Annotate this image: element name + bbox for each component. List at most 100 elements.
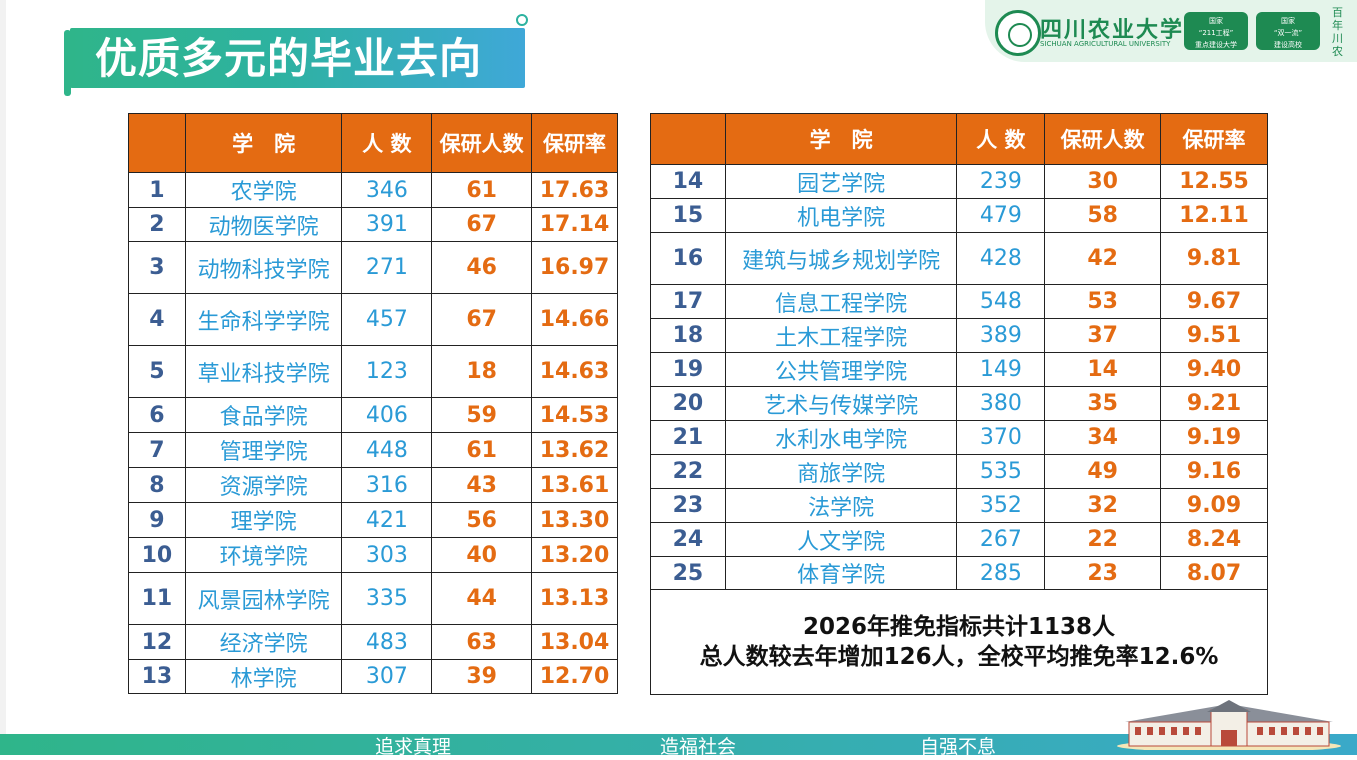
college-name: 管理学院 (184, 432, 343, 468)
university-seal-icon (995, 10, 1041, 56)
table-row: 8 资源学院 316 43 13.61 (128, 467, 618, 503)
header-college: 学 院 (724, 113, 958, 165)
row-index: 12 (128, 624, 186, 660)
table-row: 3 动物科技学院 271 46 16.97 (128, 241, 618, 294)
college-name: 机电学院 (724, 198, 958, 233)
student-count: 335 (341, 572, 433, 625)
recommended-count: 40 (431, 537, 532, 573)
recommendation-rate: 14.66 (531, 293, 618, 346)
table-row: 25 体育学院 285 23 8.07 (650, 556, 1268, 590)
slogan-3: 自强不息 (920, 736, 997, 758)
student-count: 370 (956, 420, 1046, 455)
college-name: 动物医学院 (184, 207, 343, 242)
college-name: 林学院 (184, 659, 343, 694)
table-row: 19 公共管理学院 149 14 9.40 (650, 352, 1268, 387)
college-name: 人文学院 (724, 522, 958, 557)
recommended-count: 39 (431, 659, 532, 694)
row-index: 9 (128, 502, 186, 538)
table-row: 15 机电学院 479 58 12.11 (650, 198, 1268, 233)
recommendation-rate: 9.09 (1160, 488, 1268, 523)
table-row: 7 管理学院 448 61 13.62 (128, 432, 618, 468)
student-count: 123 (341, 345, 433, 398)
header-rate: 保研率 (531, 113, 618, 173)
title-accent-bar (64, 30, 71, 96)
recommendation-rate: 12.70 (531, 659, 618, 694)
row-index: 10 (128, 537, 186, 573)
table-row: 16 建筑与城乡规划学院 428 42 9.81 (650, 232, 1268, 285)
table-row: 23 法学院 352 32 9.09 (650, 488, 1268, 523)
row-index: 17 (650, 284, 726, 319)
student-count: 380 (956, 386, 1046, 421)
row-index: 21 (650, 420, 726, 455)
row-index: 2 (128, 207, 186, 242)
page-edge (0, 0, 6, 755)
row-index: 25 (650, 556, 726, 590)
row-index: 23 (650, 488, 726, 523)
table-row: 20 艺术与传媒学院 380 35 9.21 (650, 386, 1268, 421)
table-row: 9 理学院 421 56 13.30 (128, 502, 618, 538)
recommended-count: 42 (1044, 232, 1162, 285)
title-banner (70, 28, 525, 88)
slogan-2: 造福社会 (660, 736, 737, 758)
college-name: 公共管理学院 (724, 352, 958, 387)
table-row: 1 农学院 346 61 17.63 (128, 172, 618, 208)
student-count: 406 (341, 397, 433, 433)
recommended-count: 44 (431, 572, 532, 625)
row-index: 15 (650, 198, 726, 233)
recommendation-rate: 9.67 (1160, 284, 1268, 319)
college-name: 水利水电学院 (724, 420, 958, 455)
row-index: 6 (128, 397, 186, 433)
recommended-count: 34 (1044, 420, 1162, 455)
student-count: 457 (341, 293, 433, 346)
row-index: 18 (650, 318, 726, 353)
recommendation-rate: 13.04 (531, 624, 618, 660)
recommended-count: 63 (431, 624, 532, 660)
university-english-name: SICHUAN AGRICULTURAL UNIVERSITY (1040, 40, 1171, 48)
university-name: 四川农业大学 (1040, 17, 1185, 43)
student-count: 479 (956, 198, 1046, 233)
row-index: 1 (128, 172, 186, 208)
recommended-count: 35 (1044, 386, 1162, 421)
recommendation-rate: 14.53 (531, 397, 618, 433)
recommended-count: 46 (431, 241, 532, 294)
college-name: 信息工程学院 (724, 284, 958, 319)
student-count: 149 (956, 352, 1046, 387)
campus-building-icon (1117, 700, 1341, 750)
student-count: 389 (956, 318, 1046, 353)
recommendation-rate: 13.61 (531, 467, 618, 503)
table-row: 24 人文学院 267 22 8.24 (650, 522, 1268, 557)
row-index: 16 (650, 232, 726, 285)
recommended-count: 61 (431, 172, 532, 208)
page-title: 优质多元的毕业去向 (95, 34, 483, 83)
recommended-count: 30 (1044, 164, 1162, 199)
header-count: 人 数 (341, 113, 433, 173)
recommended-count: 53 (1044, 284, 1162, 319)
table-row: 11 风景园林学院 335 44 13.13 (128, 572, 618, 625)
recommendation-rate: 8.24 (1160, 522, 1268, 557)
student-count: 303 (341, 537, 433, 573)
row-index: 19 (650, 352, 726, 387)
badge-double-first-class: 国家 “双一流” 建设高校 (1256, 12, 1320, 50)
row-index: 7 (128, 432, 186, 468)
recommendation-rate: 9.21 (1160, 386, 1268, 421)
footer-bar (0, 734, 1357, 755)
row-index: 24 (650, 522, 726, 557)
student-count: 267 (956, 522, 1046, 557)
student-count: 483 (341, 624, 433, 660)
college-name: 草业科技学院 (184, 345, 343, 398)
centennial-calligraphy: 百年川农 (1332, 6, 1343, 58)
student-count: 285 (956, 556, 1046, 590)
recommendation-rate: 13.30 (531, 502, 618, 538)
recommendation-rate: 16.97 (531, 241, 618, 294)
college-name: 园艺学院 (724, 164, 958, 199)
student-count: 535 (956, 454, 1046, 489)
header-rate: 保研率 (1160, 113, 1268, 165)
recommendation-rate: 9.19 (1160, 420, 1268, 455)
recommended-count: 67 (431, 207, 532, 242)
table-row: 6 食品学院 406 59 14.53 (128, 397, 618, 433)
summary-cell: 2026年推免指标共计1138人 总人数较去年增加126人，全校平均推免率12.… (650, 589, 1268, 695)
recommendation-rate: 17.63 (531, 172, 618, 208)
row-index: 4 (128, 293, 186, 346)
recommended-count: 61 (431, 432, 532, 468)
recommended-count: 59 (431, 397, 532, 433)
